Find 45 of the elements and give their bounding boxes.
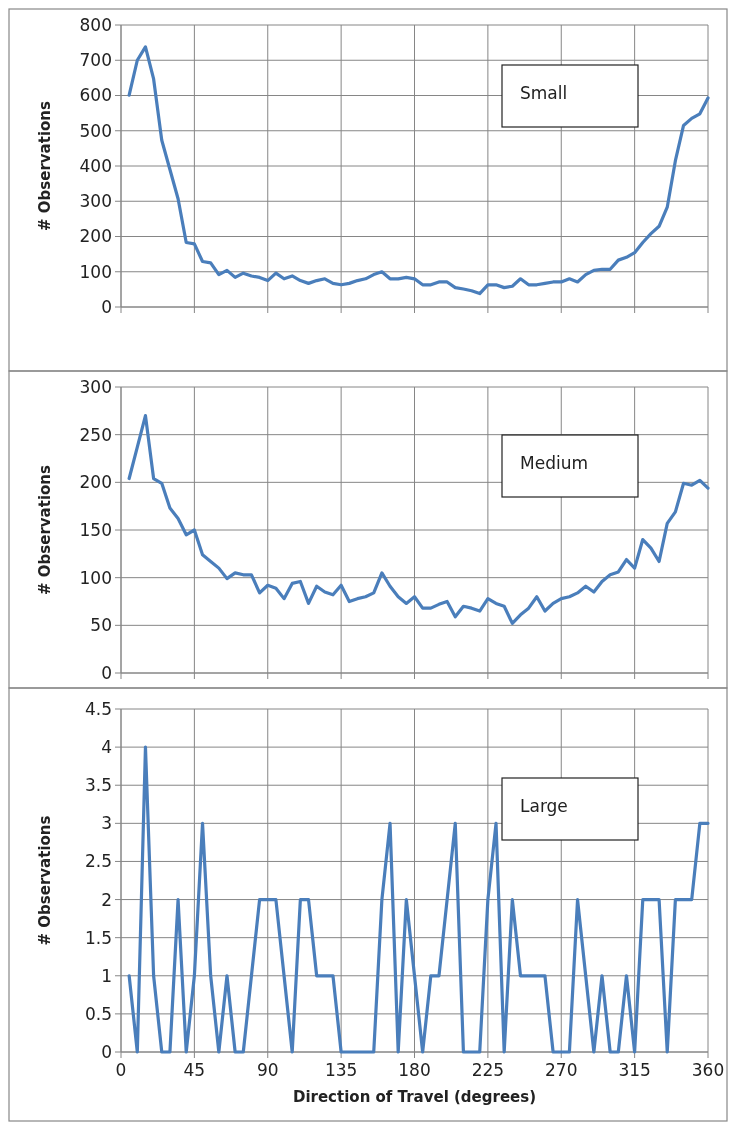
x-tick-label: 225 — [471, 1060, 505, 1080]
annotation: Small — [520, 83, 568, 103]
y-tick-label: 3.5 — [84, 775, 112, 796]
y-tick-label: 300 — [79, 376, 112, 397]
y-tick-label: 1 — [101, 965, 112, 986]
y-tick-label: 2.5 — [84, 851, 112, 872]
line-series — [127, 745, 710, 1054]
y-tick-label: 300 — [79, 191, 112, 212]
y-tick-label: 200 — [79, 226, 112, 247]
y-tick-label: 500 — [79, 120, 112, 141]
x-tick-label: 180 — [398, 1060, 431, 1080]
x-tick-label: 315 — [618, 1060, 651, 1080]
y-tick-label: 600 — [79, 85, 112, 106]
y-tick-label: 0 — [101, 1041, 112, 1062]
y-tick-label: 1.5 — [84, 927, 112, 948]
y-tick-label: 0 — [101, 296, 112, 317]
y-tick-label: 4 — [101, 737, 112, 758]
y-tick-label: 50 — [90, 615, 112, 636]
x-tick-label: 90 — [256, 1060, 279, 1080]
x-tick-label: 45 — [183, 1060, 206, 1080]
y-tick-label: 4.5 — [84, 698, 112, 719]
y-tick-label: 100 — [79, 567, 112, 588]
x-tick-label: 360 — [691, 1060, 725, 1080]
annotation: Large — [520, 796, 568, 816]
y-tick-label: 100 — [79, 261, 112, 282]
x-tick-label: 0 — [115, 1060, 127, 1080]
y-tick-label: 700 — [79, 50, 112, 71]
y-tick-label: 0 — [101, 662, 112, 683]
line-series — [127, 414, 710, 626]
y-axis-title: # Observations — [36, 464, 54, 595]
y-tick-label: 2 — [101, 889, 112, 910]
y-tick-label: 400 — [79, 155, 112, 176]
y-axis-title: # Observations — [36, 815, 54, 946]
line-series — [127, 45, 710, 296]
annotation: Medium — [520, 453, 588, 473]
x-tick-label: 135 — [324, 1060, 358, 1080]
y-tick-label: 200 — [79, 472, 112, 493]
y-tick-label: 250 — [79, 424, 112, 445]
x-tick-label: 270 — [545, 1060, 578, 1080]
y-tick-label: 150 — [79, 519, 112, 540]
y-tick-label: 800 — [79, 14, 112, 35]
x-axis-title: Direction of Travel (degrees) — [292, 1088, 537, 1106]
y-tick-label: 3 — [101, 813, 112, 834]
y-axis-title: # Observations — [36, 100, 54, 231]
y-tick-label: 0.5 — [84, 1003, 112, 1024]
